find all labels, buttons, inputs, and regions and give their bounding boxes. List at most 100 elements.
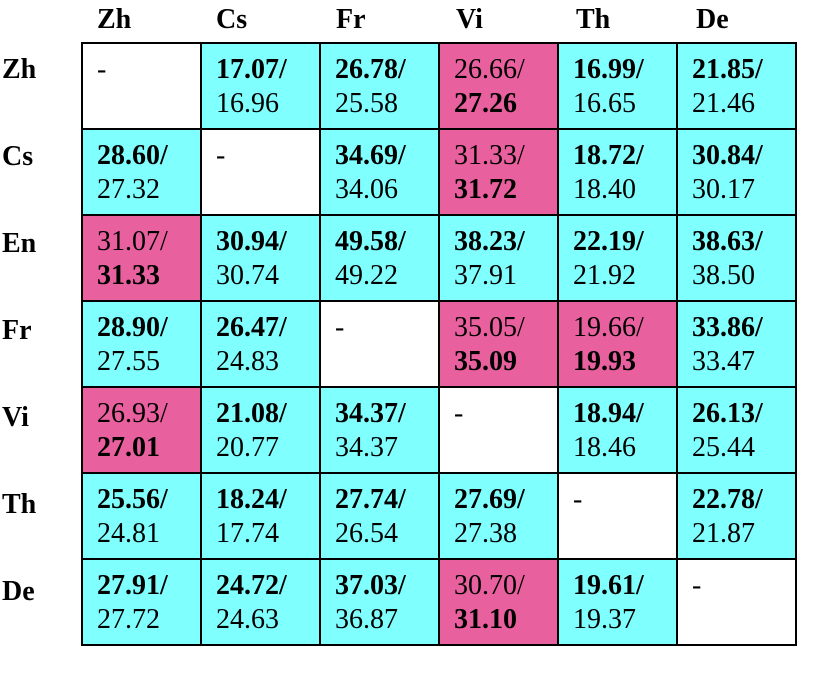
cell-top-value: 37.03/ xyxy=(335,570,406,601)
score-table: -17.07/16.96 26.78/25.58 26.66/27.26 16.99/… xyxy=(81,42,797,646)
cell-top-value: 26.13/ xyxy=(692,398,763,429)
cell-top-value: 26.47/ xyxy=(216,312,287,343)
empty-cell-dash: - xyxy=(97,54,107,85)
table-cell: 24.72/24.63 xyxy=(200,558,321,646)
cell-bottom-value: 27.55 xyxy=(97,346,160,377)
cell-content: 31.33/31.72 xyxy=(440,130,557,207)
table-cell: 18.72/18.40 xyxy=(557,128,678,216)
cell-top-value: 18.72/ xyxy=(573,140,644,171)
cell-content: 31.07/31.33 xyxy=(83,216,200,293)
table-cell: 31.07/31.33 xyxy=(81,214,202,302)
cell-top-value: 34.37/ xyxy=(335,398,406,429)
cell-top-value: 38.23/ xyxy=(454,226,525,257)
cell-bottom-value: 35.09 xyxy=(454,346,517,377)
cell-bottom-value: 34.37 xyxy=(335,432,398,463)
cell-top-value: 27.74/ xyxy=(335,484,406,515)
cell-top-value: 26.93/ xyxy=(97,398,168,429)
cell-content: 37.03/36.87 xyxy=(321,560,438,637)
cell-content: 34.69/34.06 xyxy=(321,130,438,207)
table-cell: 33.86/33.47 xyxy=(676,300,797,388)
empty-cell-dash: - xyxy=(692,570,702,601)
cell-bottom-value: 27.38 xyxy=(454,518,517,549)
cell-bottom-value: 31.72 xyxy=(454,174,517,205)
cell-top-value: 31.07/ xyxy=(97,226,168,257)
cell-content: 35.05/35.09 xyxy=(440,302,557,379)
table-cell: 16.99/16.65 xyxy=(557,42,678,130)
cell-content: 19.61/19.37 xyxy=(559,560,676,637)
table-cell: 26.78/25.58 xyxy=(319,42,440,130)
cell-bottom-value: 19.93 xyxy=(573,346,636,377)
table-cell: - xyxy=(438,386,559,474)
table-row: 28.90/27.55 26.47/24.83-35.05/35.09 19.66/… xyxy=(81,300,797,388)
cell-content: - xyxy=(559,474,676,517)
column-header-zh: Zh xyxy=(97,4,132,35)
table-cell: 17.07/16.96 xyxy=(200,42,321,130)
cell-bottom-value: 19.37 xyxy=(573,604,636,635)
cell-top-value: 25.56/ xyxy=(97,484,168,515)
cell-top-value: 30.94/ xyxy=(216,226,287,257)
cell-content: 27.69/27.38 xyxy=(440,474,557,551)
table-cell: 27.69/27.38 xyxy=(438,472,559,560)
cell-bottom-value: 26.54 xyxy=(335,518,398,549)
table-cell: 18.94/18.46 xyxy=(557,386,678,474)
cell-bottom-value: 21.92 xyxy=(573,260,636,291)
cell-top-value: 19.66/ xyxy=(573,312,644,343)
cell-bottom-value: 38.50 xyxy=(692,260,755,291)
cell-content: 26.93/27.01 xyxy=(83,388,200,465)
table-row: -17.07/16.96 26.78/25.58 26.66/27.26 16.99/… xyxy=(81,42,797,130)
row-header-vi: Vi xyxy=(2,402,29,433)
cell-bottom-value: 30.17 xyxy=(692,174,755,205)
cell-top-value: 27.91/ xyxy=(97,570,168,601)
table-cell: - xyxy=(676,558,797,646)
table-row: 27.91/27.72 24.72/24.63 37.03/36.87 30.70/3… xyxy=(81,558,797,646)
cell-content: 19.66/19.93 xyxy=(559,302,676,379)
cell-content: - xyxy=(440,388,557,431)
table-row: 28.60/27.32-34.69/34.06 31.33/31.72 18.72/… xyxy=(81,128,797,216)
cell-bottom-value: 21.46 xyxy=(692,88,755,119)
table-cell: 18.24/17.74 xyxy=(200,472,321,560)
cell-top-value: 18.94/ xyxy=(573,398,644,429)
cell-top-value: 24.72/ xyxy=(216,570,287,601)
empty-cell-dash: - xyxy=(335,312,345,343)
table-cell: - xyxy=(200,128,321,216)
cell-content: 18.24/17.74 xyxy=(202,474,319,551)
table-cell: - xyxy=(81,42,202,130)
table-cell: 19.61/19.37 xyxy=(557,558,678,646)
table-cell: 27.91/27.72 xyxy=(81,558,202,646)
cell-bottom-value: 24.63 xyxy=(216,604,279,635)
table-cell: 26.47/24.83 xyxy=(200,300,321,388)
cell-top-value: 18.24/ xyxy=(216,484,287,515)
cell-top-value: 26.78/ xyxy=(335,54,406,85)
cell-bottom-value: 31.10 xyxy=(454,604,517,635)
empty-cell-dash: - xyxy=(454,398,464,429)
table-row: 26.93/27.01 21.08/20.77 34.37/34.37-18.94/… xyxy=(81,386,797,474)
cell-top-value: 28.90/ xyxy=(97,312,168,343)
cell-content: 30.94/30.74 xyxy=(202,216,319,293)
cell-content: 26.78/25.58 xyxy=(321,44,438,121)
cell-bottom-value: 24.83 xyxy=(216,346,279,377)
column-header-vi: Vi xyxy=(456,4,483,35)
cell-content: 21.08/20.77 xyxy=(202,388,319,465)
cell-top-value: 30.70/ xyxy=(454,570,525,601)
column-header-th: Th xyxy=(576,4,611,35)
cell-top-value: 27.69/ xyxy=(454,484,525,515)
table-cell: 38.23/37.91 xyxy=(438,214,559,302)
cell-bottom-value: 21.87 xyxy=(692,518,755,549)
cell-top-value: 22.78/ xyxy=(692,484,763,515)
table-row: 31.07/31.33 30.94/30.74 49.58/49.22 38.23/3… xyxy=(81,214,797,302)
column-header-cs: Cs xyxy=(216,4,248,35)
cell-bottom-value: 27.01 xyxy=(97,432,160,463)
row-header-zh: Zh xyxy=(2,54,37,85)
table-cell: - xyxy=(319,300,440,388)
cell-content: 16.99/16.65 xyxy=(559,44,676,121)
cell-top-value: 49.58/ xyxy=(335,226,406,257)
cell-bottom-value: 24.81 xyxy=(97,518,160,549)
cell-bottom-value: 17.74 xyxy=(216,518,279,549)
cell-content: - xyxy=(83,44,200,87)
cell-content: 22.19/21.92 xyxy=(559,216,676,293)
cell-bottom-value: 16.96 xyxy=(216,88,279,119)
table-row: 25.56/24.81 18.24/17.74 27.74/26.54 27.69/2… xyxy=(81,472,797,560)
empty-cell-dash: - xyxy=(216,140,226,171)
cell-content: - xyxy=(202,130,319,173)
cell-content: 25.56/24.81 xyxy=(83,474,200,551)
